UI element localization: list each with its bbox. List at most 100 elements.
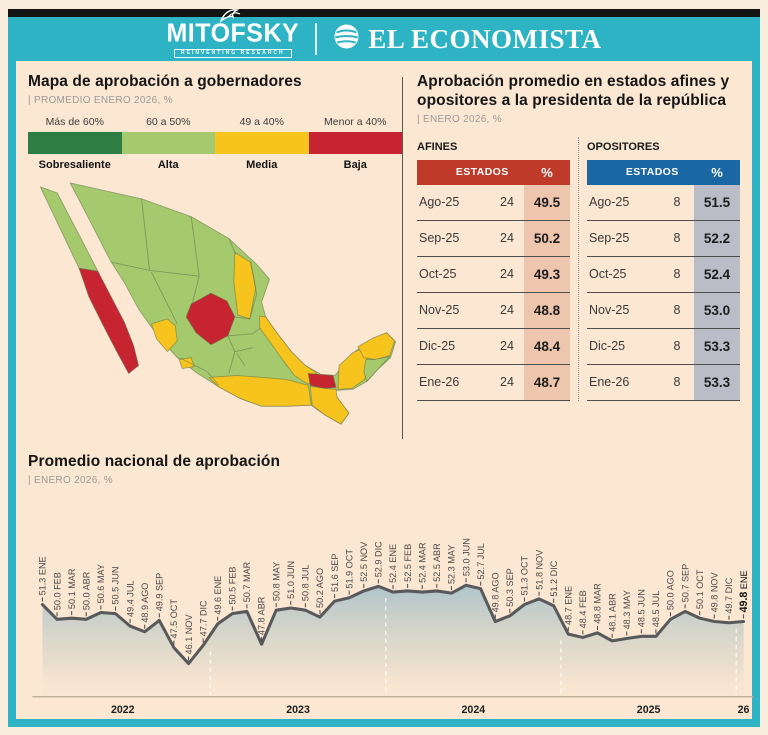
cell-estados: 24 bbox=[500, 231, 514, 246]
map-section: Mapa de aprobación a gobernadores | PROM… bbox=[28, 73, 402, 439]
table-row: Sep-25 24 50.2 bbox=[417, 220, 570, 257]
legend-label: Baja bbox=[343, 159, 367, 171]
tables-subtitle: | ENERO 2026, % bbox=[417, 113, 502, 125]
legend-swatch bbox=[28, 132, 122, 154]
state-borders bbox=[111, 198, 261, 386]
cell-estados: 24 bbox=[500, 339, 514, 354]
mexico-choropleth-map bbox=[28, 177, 402, 433]
point-label: 52.4 ENE bbox=[388, 544, 398, 583]
cell-estados: 8 bbox=[673, 195, 681, 210]
point-label: 51.3 ENE bbox=[38, 556, 48, 595]
point-label: 49.7 DIC bbox=[724, 577, 734, 613]
cell-month: Dic-25 bbox=[589, 339, 626, 354]
cell-pct: 48.7 bbox=[524, 364, 570, 400]
point-label: 51.6 SEP bbox=[330, 554, 340, 593]
legend-swatch bbox=[308, 132, 402, 154]
column-header-pct: % bbox=[711, 164, 723, 180]
year-label: 2022 bbox=[111, 704, 135, 716]
map-subtitle: | PROMEDIO ENERO 2026, % bbox=[28, 95, 173, 106]
point-label: 51.0 JUN bbox=[286, 561, 296, 599]
point-label: 49.4 JUL bbox=[125, 581, 135, 617]
cell-estados: 24 bbox=[500, 267, 514, 282]
tables-section: Aprobación promedio en estados afines y … bbox=[403, 73, 740, 439]
map-title: Mapa de aprobación a gobernadores bbox=[28, 73, 302, 91]
cell-month: Sep-25 bbox=[419, 231, 460, 246]
legend-range: 60 a 50% bbox=[146, 116, 191, 128]
point-label: 47.7 DIC bbox=[198, 600, 208, 636]
point-label: 48.1 ABR bbox=[607, 593, 617, 632]
table-afines-header: ESTADOS % bbox=[417, 159, 570, 185]
point-label: 52.4 MAR bbox=[417, 542, 427, 583]
column-header-pct: % bbox=[541, 164, 553, 180]
cell-pct: 51.5 bbox=[694, 184, 740, 220]
cell-estados: 24 bbox=[500, 303, 514, 318]
cell-pct: 49.3 bbox=[524, 256, 570, 292]
state-quintana-roo bbox=[363, 356, 391, 382]
tables-title: Aprobación promedio en estados afines y … bbox=[417, 73, 730, 109]
point-label: 50.3 SEP bbox=[505, 568, 515, 607]
table-opositores-label: OPOSITORES bbox=[587, 140, 660, 153]
poster-frame: MITOFSKY REINVENTING RESEARCH EL ECONOMI… bbox=[8, 8, 760, 727]
trend-chart: 51.3 ENE 50.0 FEB 50.1 MAR 50.0 ABR 50.6 MAY… bbox=[32, 538, 754, 716]
table-row: Sep-25 8 52.2 bbox=[587, 220, 740, 257]
table-row: Oct-25 24 49.3 bbox=[417, 256, 570, 293]
trend-subtitle: | ENERO 2026, % bbox=[28, 475, 113, 486]
state-yucatan bbox=[357, 332, 396, 361]
economista-logo: EL ECONOMISTA bbox=[333, 23, 601, 55]
legend-range: 49 a 40% bbox=[239, 116, 284, 128]
content-area: Mapa de aprobación a gobernadores | PROM… bbox=[16, 61, 754, 719]
cell-month: Sep-25 bbox=[589, 231, 630, 246]
point-label: 47.8 ABR bbox=[257, 596, 267, 635]
cell-month: Oct-25 bbox=[419, 267, 457, 282]
chart-line bbox=[40, 583, 746, 666]
year-label: 2025 bbox=[637, 704, 661, 716]
cell-month: Oct-25 bbox=[589, 267, 627, 282]
point-label: 50.8 MAY bbox=[271, 562, 281, 601]
cell-estados: 24 bbox=[500, 195, 514, 210]
cell-pct: 52.2 bbox=[694, 220, 740, 256]
top-black-bar bbox=[8, 9, 760, 17]
point-label: 50.7 MAR bbox=[242, 561, 252, 602]
year-label: 26 bbox=[738, 704, 750, 716]
cell-estados: 8 bbox=[673, 231, 681, 246]
point-label: 48.5 JUL bbox=[651, 591, 661, 627]
map-legend: Más de 60% Sobresaliente 60 a 50% Alta 4… bbox=[28, 116, 402, 171]
cell-month: Nov-25 bbox=[419, 303, 460, 318]
cell-estados: 8 bbox=[673, 375, 681, 390]
legend-label: Media bbox=[246, 159, 278, 171]
table-row: Dic-25 24 48.4 bbox=[417, 328, 570, 365]
table-afines: AFINES ESTADOS % Ago-25 24 49.5 Sep-25 24 50… bbox=[417, 137, 570, 401]
point-label: 51.8 NOV bbox=[534, 549, 544, 590]
column-header-estados: ESTADOS bbox=[625, 166, 679, 179]
economista-wordmark: EL ECONOMISTA bbox=[368, 23, 602, 54]
table-row: Oct-25 8 52.4 bbox=[587, 256, 740, 293]
point-label: 48.7 ENE bbox=[564, 586, 574, 625]
header-separator bbox=[315, 23, 318, 56]
chart-area bbox=[42, 585, 744, 697]
point-label: 53.0 JUN bbox=[461, 538, 471, 576]
legend-label: Sobresaliente bbox=[38, 159, 111, 171]
point-label: 47.5 OCT bbox=[169, 599, 179, 639]
bird-icon bbox=[219, 8, 242, 27]
point-label: 50.7 SEP bbox=[680, 564, 690, 603]
cell-pct: 53.3 bbox=[694, 328, 740, 364]
table-row: Nov-25 8 53.0 bbox=[587, 292, 740, 329]
cell-pct: 53.0 bbox=[694, 292, 740, 328]
point-label: 49.9 SEP bbox=[155, 573, 165, 612]
point-label: 49.8 AGO bbox=[490, 572, 500, 612]
mitofsky-wordmark: MITOFSKY bbox=[166, 17, 300, 48]
cell-pct: 53.3 bbox=[694, 364, 740, 400]
point-label: 52.5 NOV bbox=[359, 541, 369, 582]
point-label: 51.2 DIC bbox=[549, 560, 559, 596]
tables-row: AFINES ESTADOS % Ago-25 24 49.5 Sep-25 24 50… bbox=[417, 136, 740, 401]
table-row: Ago-25 8 51.5 bbox=[587, 184, 740, 221]
trend-section: Promedio nacional de aprobación | ENERO … bbox=[28, 453, 754, 719]
mitofsky-tagline: REINVENTING RESEARCH bbox=[174, 48, 292, 58]
vertical-divider bbox=[402, 77, 403, 440]
state-nayarit bbox=[151, 318, 178, 353]
cell-month: Dic-25 bbox=[419, 339, 456, 354]
point-label: 49.6 ENE bbox=[213, 576, 223, 615]
point-label: 49.8 ENE bbox=[738, 570, 750, 612]
point-label: 48.8 MAR bbox=[593, 583, 603, 624]
point-label: 48.9 AGO bbox=[140, 583, 150, 623]
